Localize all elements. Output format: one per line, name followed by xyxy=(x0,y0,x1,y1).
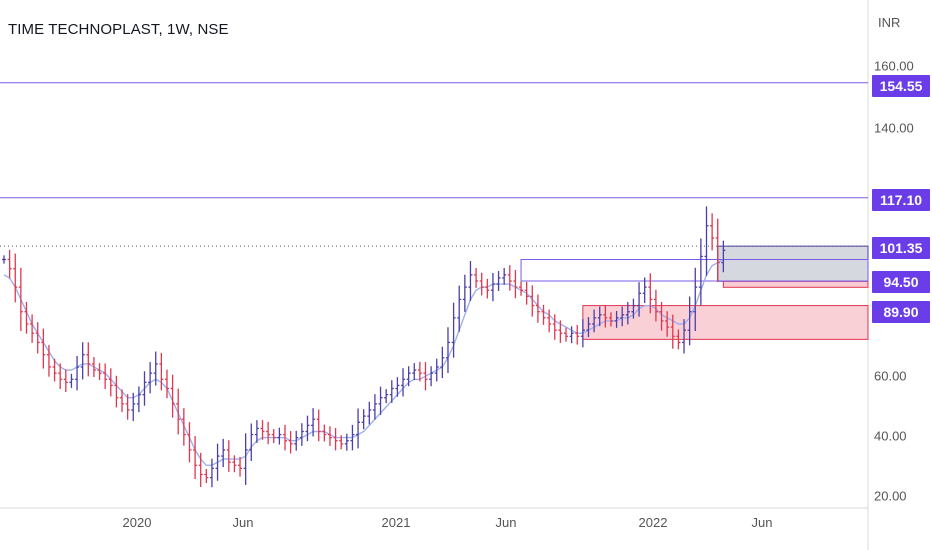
price-badge-89: 89.90 xyxy=(872,301,930,323)
price-badge-101: 101.35 xyxy=(872,237,930,259)
y-tick-label: 60.00 xyxy=(874,368,907,384)
consolidation-zone xyxy=(717,245,869,282)
y-tick-label: 20.00 xyxy=(874,488,907,504)
x-tick-label: Jun xyxy=(495,515,517,530)
demand-zone xyxy=(582,305,869,340)
x-tick-label: 2021 xyxy=(381,515,411,530)
x-tick-label: 2022 xyxy=(638,515,668,530)
resistance-box xyxy=(520,259,869,282)
x-tick-label: 2020 xyxy=(122,515,152,530)
y-tick-label: 160.00 xyxy=(874,58,914,74)
y-tick-label: 140.00 xyxy=(874,120,914,136)
price-badge-154: 154.55 xyxy=(872,75,930,97)
chart-title: TIME TECHNOPLAST, 1W, NSE xyxy=(8,21,229,38)
currency-label: INR xyxy=(878,15,901,30)
y-tick-label: 40.00 xyxy=(874,428,907,444)
moving-average-line xyxy=(3,258,724,466)
x-tick-label: Jun xyxy=(232,515,254,530)
support-zone-strip xyxy=(722,280,869,288)
price-badge-117: 117.10 xyxy=(872,189,930,211)
price-badge-94: 94.50 xyxy=(872,271,930,293)
x-tick-label: Jun xyxy=(751,515,773,530)
